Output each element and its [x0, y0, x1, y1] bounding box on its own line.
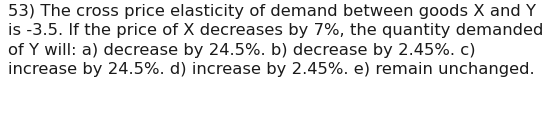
Text: 53) The cross price elasticity of demand between goods X and Y
is -3.5. If the p: 53) The cross price elasticity of demand…: [8, 4, 543, 77]
